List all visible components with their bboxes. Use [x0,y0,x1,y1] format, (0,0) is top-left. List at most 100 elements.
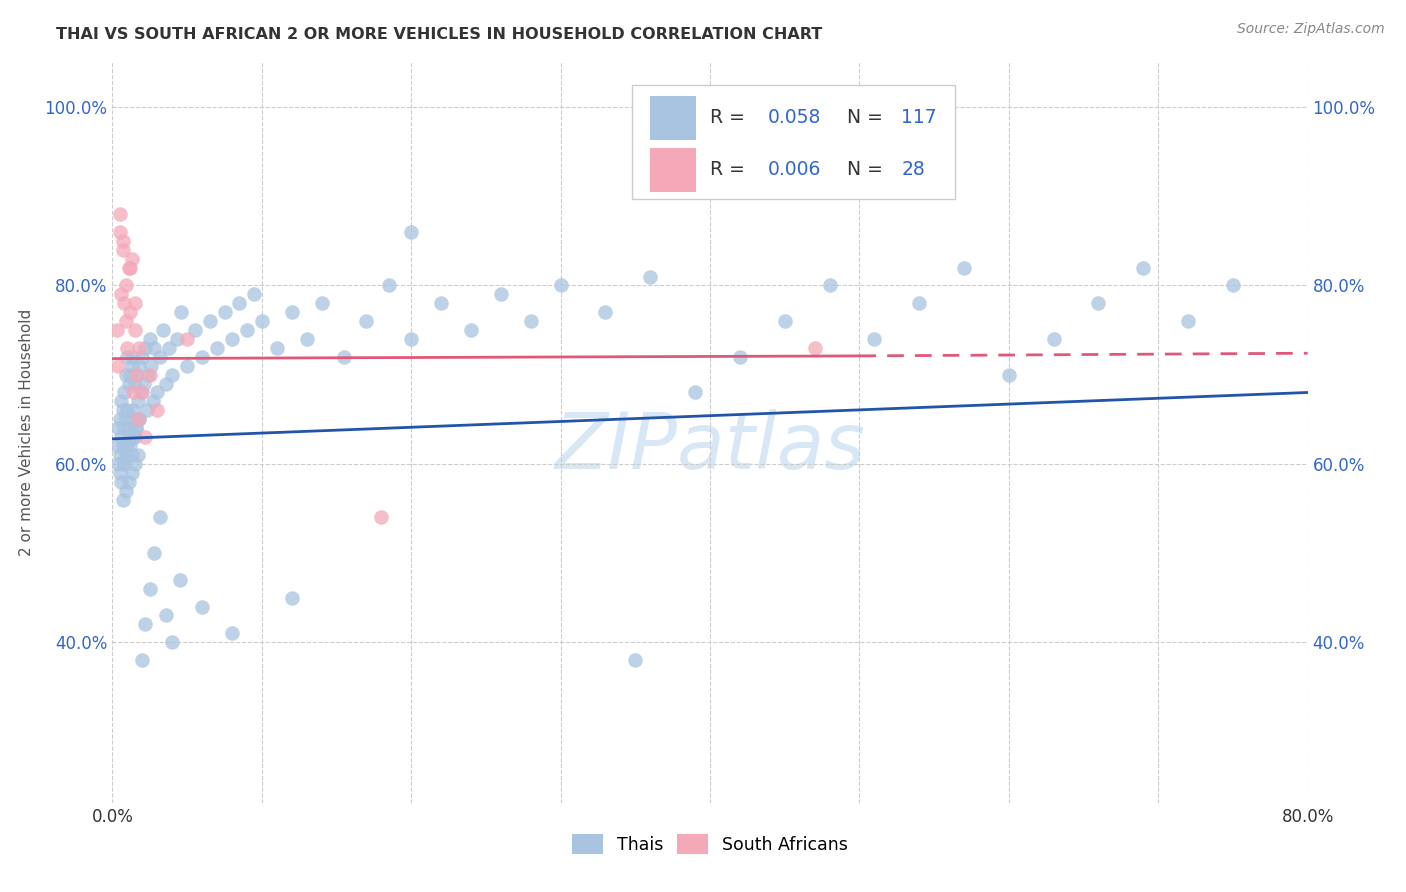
Point [107,457,129,471]
Point [170,305,193,319]
Point [624,653,647,667]
Point [378,278,401,293]
Point [124,376,146,391]
Point [205,341,228,355]
Point [117,448,139,462]
Point [108,207,131,221]
Point [162,635,183,649]
Point [122,430,145,444]
Point [134,430,156,444]
Point [111,492,134,507]
Point [198,314,221,328]
Point [121,412,143,426]
Point [998,368,1021,382]
Point [127,412,149,426]
Point [120,421,142,435]
Point [121,466,143,480]
Point [728,350,751,364]
Point [120,260,142,275]
Point [683,385,706,400]
Point [111,403,134,417]
Point [115,314,138,328]
Point [128,412,150,426]
Point [146,385,169,400]
Point [243,287,266,301]
Point [117,403,139,417]
Point [122,403,145,417]
FancyBboxPatch shape [633,85,955,200]
Point [115,448,138,462]
FancyBboxPatch shape [651,95,696,140]
Point [107,359,129,373]
Point [115,483,138,498]
Point [595,305,617,319]
Point [803,341,825,355]
Point [121,252,143,266]
Point [111,439,134,453]
Point [114,296,135,310]
Point [152,323,174,337]
Point [139,332,162,346]
Point [114,421,135,435]
Point [162,368,183,382]
Point [221,626,243,640]
Point [166,332,188,346]
Point [333,350,356,364]
Point [370,510,392,524]
Text: R =: R = [710,109,751,128]
Point [105,323,128,337]
Point [214,305,236,319]
Point [131,385,153,400]
Point [115,278,138,293]
Point [356,314,378,328]
Point [128,359,150,373]
Text: N =: N = [848,109,890,128]
Point [134,341,156,355]
Point [110,394,132,409]
Point [489,287,512,301]
Point [114,385,135,400]
Point [115,412,138,426]
Text: 0.006: 0.006 [768,161,821,179]
Point [141,359,163,373]
Point [139,582,162,596]
Point [127,448,149,462]
Point [118,376,141,391]
Point [120,305,142,319]
Point [520,314,543,328]
Point [122,350,145,364]
Point [863,332,886,346]
Point [111,243,134,257]
Point [460,323,482,337]
Point [120,368,142,382]
Point [111,234,134,248]
Point [105,439,128,453]
Text: Source: ZipAtlas.com: Source: ZipAtlas.com [1237,22,1385,37]
Point [108,448,131,462]
Point [131,350,153,364]
Point [818,278,841,293]
Point [1177,314,1199,328]
Point [117,439,139,453]
Point [773,314,796,328]
Point [108,412,131,426]
Point [108,466,131,480]
Legend: Thais, South Africans: Thais, South Africans [565,827,855,861]
Point [1042,332,1064,346]
Point [118,430,141,444]
Text: 0.058: 0.058 [768,109,821,128]
Point [191,350,214,364]
Point [114,457,135,471]
Point [155,608,177,623]
Text: THAI VS SOUTH AFRICAN 2 OR MORE VEHICLES IN HOUSEHOLD CORRELATION CHART: THAI VS SOUTH AFRICAN 2 OR MORE VEHICLES… [56,27,823,42]
Point [115,368,138,382]
Point [1222,278,1244,293]
Point [142,394,165,409]
Point [110,287,132,301]
Point [640,269,662,284]
Point [128,412,150,426]
Point [127,394,149,409]
Point [118,260,141,275]
Point [110,475,132,489]
FancyBboxPatch shape [651,147,696,192]
